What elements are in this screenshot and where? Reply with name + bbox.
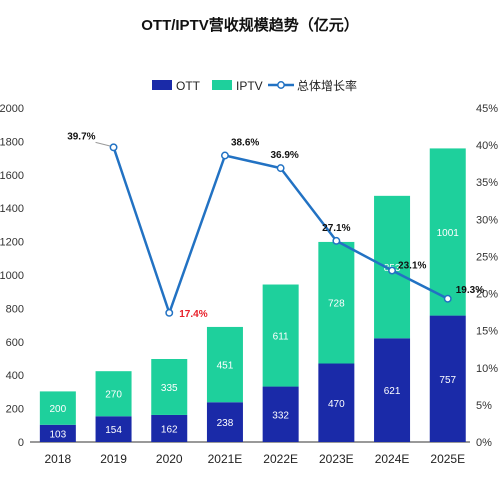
y-right-tick-label: 20% xyxy=(476,289,498,301)
bar-iptv xyxy=(262,284,299,387)
bar-ott-value-label: 103 xyxy=(50,429,67,440)
legend-swatch-iptv xyxy=(212,80,232,90)
legend-label-iptv: IPTV xyxy=(236,79,263,93)
y-right-tick-label: 0% xyxy=(476,437,492,449)
x-tick-label: 2025E xyxy=(430,452,465,466)
y-right-tick-label: 15% xyxy=(476,326,498,338)
y-left-tick-label: 1600 xyxy=(0,170,24,182)
legend-marker-growth xyxy=(277,81,285,89)
bar-ott xyxy=(318,363,355,442)
y-left-tick-label: 1200 xyxy=(0,237,24,249)
x-tick-label: 2019 xyxy=(100,452,127,466)
bar-ott xyxy=(151,414,188,442)
x-tick-label: 2018 xyxy=(44,452,71,466)
bar-ott-value-label: 757 xyxy=(439,375,456,386)
bar-iptv-value-label: 1001 xyxy=(437,228,460,239)
legend-swatch-ott xyxy=(152,80,172,90)
y-right-tick-label: 30% xyxy=(476,214,498,226)
x-tick-label: 2023E xyxy=(319,452,354,466)
y-right-tick-label: 40% xyxy=(476,140,498,152)
y-left-tick-label: 1800 xyxy=(0,136,24,148)
growth-value-label: 17.4% xyxy=(179,309,207,320)
x-tick-label: 2020 xyxy=(156,452,183,466)
bar-iptv-value-label: 728 xyxy=(328,299,345,310)
bar-iptv-value-label: 200 xyxy=(50,404,67,415)
bar-iptv xyxy=(429,148,466,316)
bar-iptv xyxy=(318,241,355,364)
growth-label-leader xyxy=(95,141,112,147)
bar-ott xyxy=(262,386,299,442)
growth-point xyxy=(276,164,285,173)
bar-iptv-value-label: 611 xyxy=(273,332,289,343)
bar-ott-value-label: 154 xyxy=(105,425,122,436)
bar-series: 1032001542701623352384513326114707286218… xyxy=(39,148,466,442)
y-right-tick-label: 35% xyxy=(476,177,498,189)
y-left-tick-label: 400 xyxy=(6,370,24,382)
x-tick-label: 2022E xyxy=(263,452,298,466)
bar-iptv xyxy=(206,326,243,403)
bar-ott-value-label: 238 xyxy=(217,418,234,429)
bar-iptv-value-label: 335 xyxy=(161,383,178,394)
x-tick-label: 2024E xyxy=(375,452,410,466)
chart-title: OTT/IPTV营收规模趋势（亿元） xyxy=(141,16,359,34)
growth-point xyxy=(443,294,452,303)
y-left-tick-label: 800 xyxy=(6,303,24,315)
bar-ott xyxy=(39,424,76,442)
bar-iptv xyxy=(151,359,188,415)
growth-value-label: 19.3% xyxy=(456,285,484,296)
bar-ott-value-label: 470 xyxy=(328,399,345,410)
y-left-tick-label: 1000 xyxy=(0,270,24,282)
y-left-tick-label: 600 xyxy=(6,337,24,349)
y-axis-left: 0 200 400 600 800 1000 1200 1400 1600 1800 2000 xyxy=(0,103,24,449)
growth-point xyxy=(109,143,118,152)
y-left-tick-label: 200 xyxy=(6,404,24,416)
bar-ott-value-label: 621 xyxy=(384,386,401,397)
y-left-tick-label: 1400 xyxy=(0,203,24,215)
y-right-tick-label: 25% xyxy=(476,251,498,263)
growth-value-label: 23.1% xyxy=(398,261,426,272)
bar-ott xyxy=(95,416,132,442)
bar-iptv xyxy=(95,371,132,417)
growth-value-label: 39.7% xyxy=(67,131,95,142)
growth-value-label: 38.6% xyxy=(231,138,259,149)
y-left-tick-label: 2000 xyxy=(0,103,24,115)
bar-ott-value-label: 162 xyxy=(161,424,178,435)
growth-value-label: 27.1% xyxy=(322,223,350,234)
x-axis: 2018 2019 2020 2021E 2022E 2023E 2024E 2025E xyxy=(44,452,465,466)
growth-point xyxy=(388,266,396,275)
y-axis-right: 0% 5% 10% 15% 20% 25% 30% 35% 40% 45% xyxy=(476,103,498,449)
growth-point xyxy=(221,151,229,160)
growth-value-label: 36.9% xyxy=(270,150,298,161)
legend: OTT IPTV 总体增长率 xyxy=(152,78,357,93)
y-right-tick-label: 45% xyxy=(476,103,498,115)
y-left-tick-label: 0 xyxy=(18,437,24,449)
legend-label-ott: OTT xyxy=(176,79,201,93)
bar-ott xyxy=(206,402,243,442)
growth-point xyxy=(165,308,174,317)
bar-ott xyxy=(374,338,411,442)
bar-ott-value-label: 332 xyxy=(272,410,289,421)
growth-point xyxy=(332,236,341,245)
y-right-tick-label: 5% xyxy=(476,400,492,412)
legend-label-growth: 总体增长率 xyxy=(297,78,357,93)
bar-iptv-value-label: 451 xyxy=(217,361,234,372)
growth-line-series: 39.7% 17.4% 38.6% 36.9% 27.1% 23.1% 19.3% xyxy=(67,131,484,320)
bar-iptv-value-label: 270 xyxy=(105,390,122,401)
bar-ott xyxy=(429,315,466,442)
bar-iptv xyxy=(39,391,76,425)
x-tick-label: 2021E xyxy=(208,452,243,466)
y-right-tick-label: 10% xyxy=(476,363,498,375)
